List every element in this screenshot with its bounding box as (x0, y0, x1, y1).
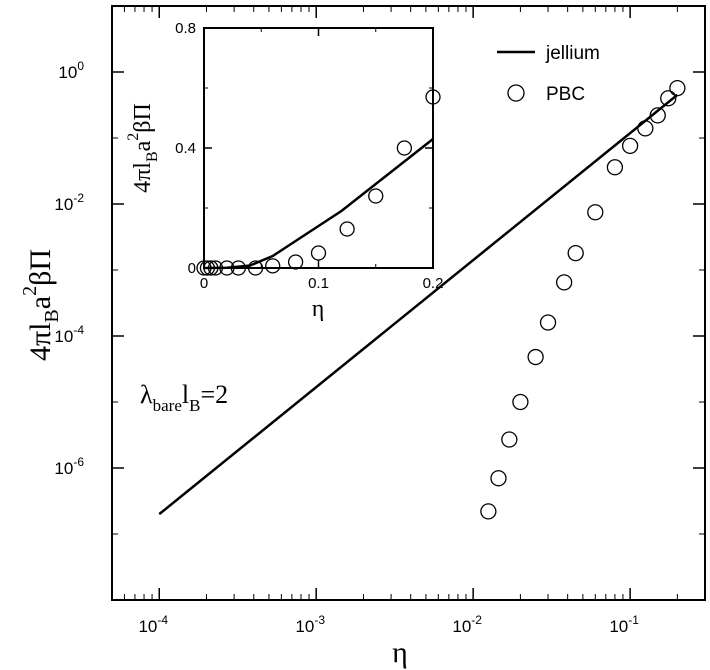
x-tick-label: 10-2 (452, 613, 482, 636)
pbc-point (587, 204, 604, 221)
inset-y-tick-label: 0.4 (175, 140, 196, 157)
jellium-line (158, 93, 679, 516)
legend-jellium-label: jellium (545, 43, 600, 64)
inset-jellium-line (203, 138, 434, 270)
pbc-point (480, 503, 497, 520)
pbc-point (669, 79, 686, 97)
pbc-point (490, 470, 507, 487)
main-plot-frame (111, 5, 706, 601)
inset-pbc-point (396, 140, 413, 156)
pbc-point (606, 159, 624, 176)
pbc-point (660, 90, 677, 107)
inset-pbc-point (368, 188, 384, 204)
x-tick-label: 10-1 (609, 613, 639, 636)
inset-pbc-point (287, 254, 304, 270)
inset-pbc-point (219, 260, 235, 276)
pbc-point (527, 348, 544, 366)
y-tick-label: 10-6 (54, 455, 84, 478)
main-axes-ticks: 10-4 10-3 10-2 10-1 10-6 10-4 10-2 100 (54, 5, 705, 636)
pbc-point (501, 431, 518, 448)
pbc-point (621, 137, 639, 155)
inset-pbc-point (230, 260, 247, 276)
inset-x-tick-label: 0.2 (423, 275, 444, 292)
main-series (158, 79, 686, 520)
main-x-axis-label: η (392, 636, 408, 669)
pbc-point (637, 120, 654, 137)
inset-pbc-point (203, 260, 219, 276)
parameter-annotation: λbarelB=2 (140, 380, 228, 415)
inset-pbc-point (339, 221, 355, 237)
pbc-point (567, 245, 584, 262)
pbc-point (539, 314, 557, 331)
pbc-point (512, 393, 529, 411)
y-tick-label: 10-4 (54, 323, 84, 346)
inset-pbc-point (207, 260, 224, 276)
inset-pbc-point (265, 258, 281, 274)
inset-y-tick-label: 0.8 (175, 20, 196, 37)
inset-pbc-point (310, 245, 327, 261)
inset-pbc-point (247, 260, 264, 276)
inset-series (196, 89, 441, 276)
x-tick-label: 10-4 (138, 613, 168, 636)
legend-pbc-label: PBC (546, 84, 585, 105)
legend: jellium PBC (497, 43, 600, 105)
y-tick-label: 10-2 (54, 191, 84, 214)
pbc-point (556, 274, 573, 291)
inset-pbc-point (425, 89, 441, 105)
y-tick-label: 100 (58, 59, 84, 82)
inset-pbc-point (199, 260, 216, 276)
inset-pbc-point (196, 260, 212, 276)
x-tick-label: 10-3 (295, 613, 325, 636)
inset-x-tick-label: 0 (200, 275, 208, 292)
inset-plot-frame (203, 27, 434, 269)
inset-x-axis-label: η (312, 296, 325, 322)
inset-y-axis-label: 4πlBa2βΠ (125, 103, 161, 193)
inset-y-tick-label: 0 (188, 260, 196, 277)
inset-x-tick-label: 0.1 (308, 275, 329, 292)
pbc-point (649, 107, 666, 124)
main-y-axis-label: 4πlBa2βΠ (19, 249, 63, 361)
legend-pbc-marker (507, 84, 525, 102)
